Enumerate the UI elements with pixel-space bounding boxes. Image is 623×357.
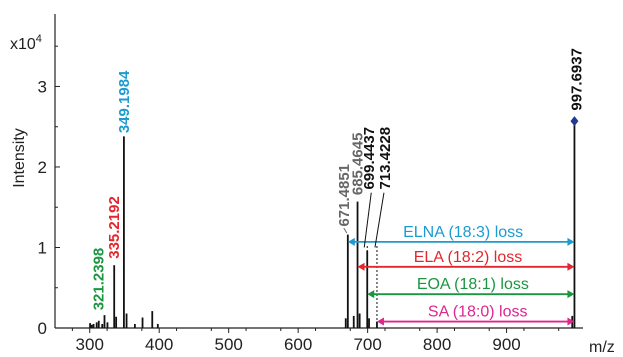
loss-arrowhead-right [567, 317, 575, 326]
loss-label: SA (18:0) loss [428, 304, 528, 321]
x-tick-label: 300 [76, 335, 104, 354]
x-tick-label: 900 [492, 335, 520, 354]
y-tick-label: 3 [38, 77, 47, 96]
loss-arrowhead-left [367, 290, 375, 299]
x-tick-label: 700 [353, 335, 381, 354]
peak-label: 997.6937 [568, 48, 585, 111]
loss-arrow: ELNA (18:3) loss [347, 224, 575, 246]
loss-arrow: EOA (18:1) loss [367, 276, 575, 299]
loss-label: ELNA (18:3) loss [403, 224, 523, 241]
y-multiplier-label: x104 [10, 33, 42, 53]
loss-label: ELA (18:2) loss [414, 249, 523, 266]
peak-label: 349.1984 [116, 70, 133, 133]
y-multiplier-exponent: 4 [36, 33, 42, 45]
y-axis-label: Intensity [11, 128, 28, 188]
peak-label: 671.4851 [336, 164, 353, 227]
peak-label: 699.4437 [361, 127, 378, 190]
label-leader-line [374, 192, 385, 248]
plot-frame: 0 1 2 3 300 400 500 600 700 800 900 [38, 14, 583, 354]
loss-label: EOA (18:1) loss [417, 276, 529, 293]
loss-arrowhead-left [357, 262, 365, 271]
x-tick-label: 600 [284, 335, 312, 354]
y-tick-label: 2 [38, 158, 47, 177]
peak-series [89, 116, 579, 328]
loss-annotations: ELNA (18:3) loss ELA (18:2) loss EOA (18:1… [347, 224, 575, 328]
y-tick-label: 1 [38, 238, 47, 257]
loss-arrowhead-right [567, 237, 575, 246]
loss-arrowhead-right [567, 262, 575, 271]
y-multiplier-base: x10 [10, 36, 36, 53]
loss-arrowhead-left [376, 317, 384, 326]
x-axis-label: m/z [589, 339, 615, 356]
x-tick-label: 800 [423, 335, 451, 354]
label-leader-line [363, 192, 372, 248]
x-tick-label: 400 [145, 335, 173, 354]
loss-arrowhead-right [567, 290, 575, 299]
loss-arrow: SA (18:0) loss [376, 304, 575, 326]
label-leader-line [343, 227, 348, 234]
peak-label: 713.4228 [377, 127, 394, 190]
loss-arrowhead-left [347, 237, 355, 246]
precursor-marker-diamond [570, 116, 579, 127]
peak-label: 685.4645 [350, 133, 367, 196]
peak-label: 321.2398 [90, 248, 107, 311]
loss-arrow: ELA (18:2) loss [357, 249, 575, 271]
peak-label: 335.2192 [106, 196, 123, 259]
y-tick-label: 0 [38, 319, 47, 338]
x-tick-label: 500 [214, 335, 242, 354]
